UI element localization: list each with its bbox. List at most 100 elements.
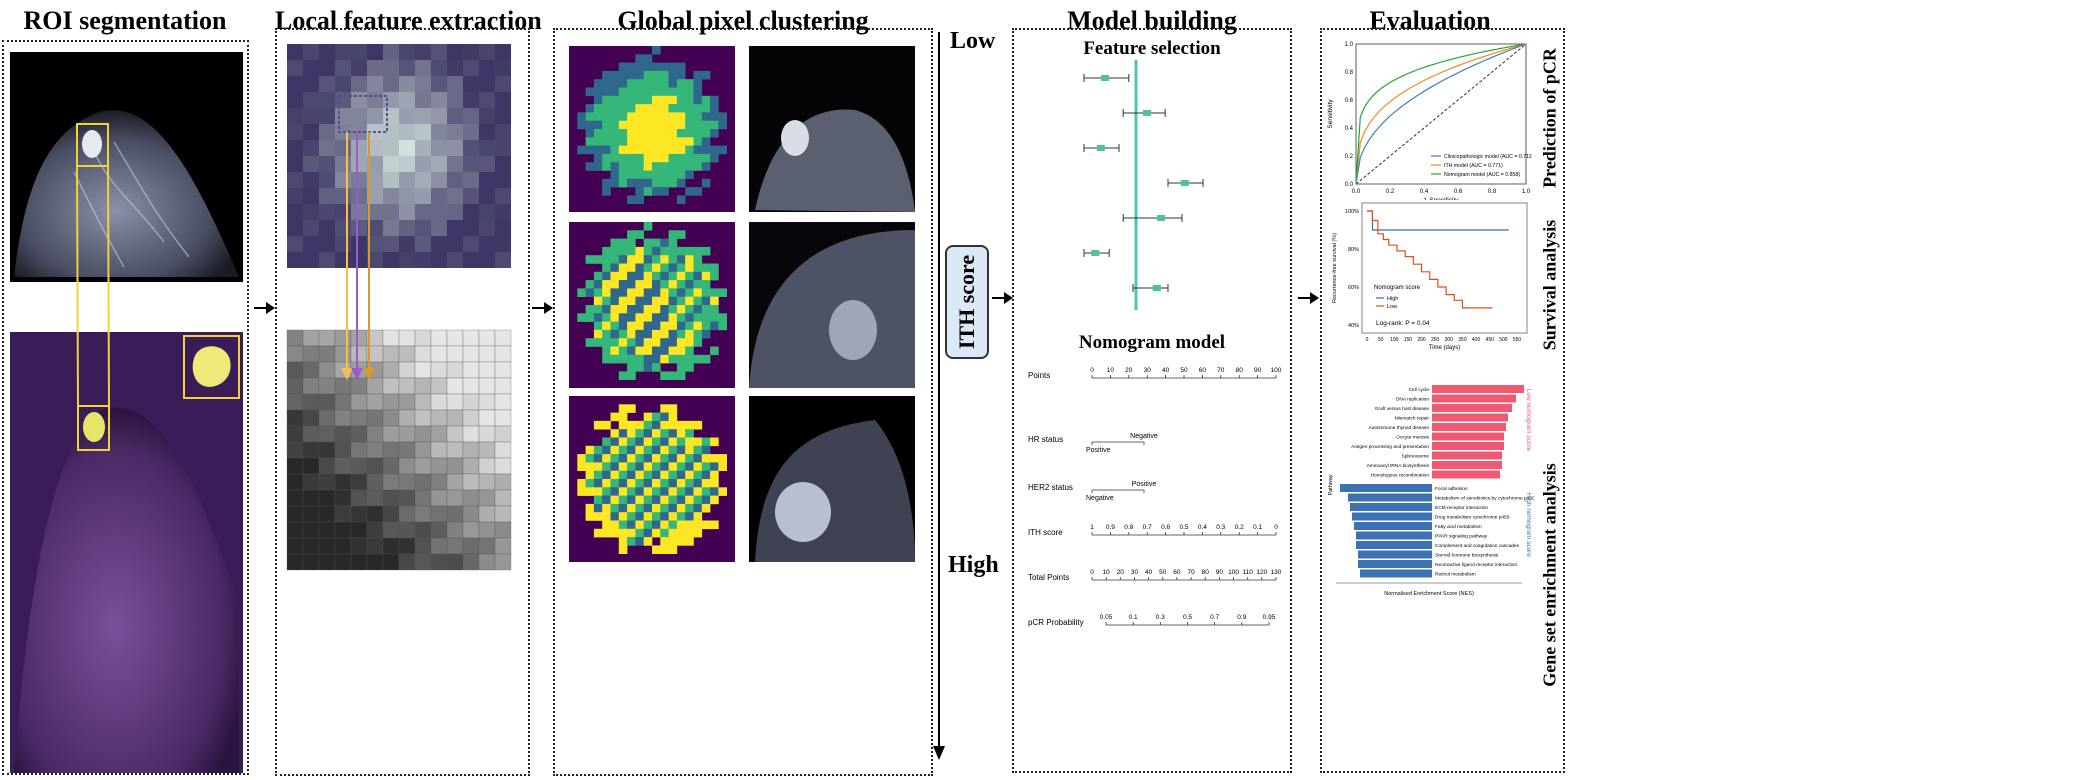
nomogram-tick-label: 80 xyxy=(1236,367,1244,374)
nomogram-tick-label: 0.7 xyxy=(1210,614,1219,621)
km-legend-title: Nomogram score xyxy=(1374,285,1421,291)
gsea-pathway-label: Complement and coagulation cascades xyxy=(1435,543,1520,549)
evaluation-panel: 0.00.0 0.2 0.2 0.4 0.4 0.6 0.6 0.8 0.8 1.0 1.0 1-Sp… xyxy=(1320,28,1565,773)
roc-y-tick: 0.0 xyxy=(1345,182,1354,188)
side-label-prediction: Prediction of pCR xyxy=(1539,48,1560,188)
nomogram-tick-label: 110 xyxy=(1243,569,1254,576)
section-title-roi: ROI segmentation xyxy=(23,6,227,35)
gsea-pathway-label: Focal adhesion xyxy=(1435,486,1468,492)
nomogram-tick-label: 60 xyxy=(1199,367,1207,374)
gsea-bar-high xyxy=(1358,550,1432,559)
breast-tissue-top xyxy=(14,110,239,277)
roc-y-tick: 0.4 xyxy=(1345,126,1354,132)
gsea-pathway-label: Metabolism of xenobiotics by cytochrome … xyxy=(1435,496,1534,502)
gsea-bar-low xyxy=(1432,451,1502,460)
nomogram-tick-label: 0.6 xyxy=(1161,524,1170,531)
km-y-tick: 60% xyxy=(1348,285,1359,291)
nomogram-tick-label: 0.3 xyxy=(1216,524,1225,531)
nomogram-tick-label: 0.5 xyxy=(1183,614,1192,621)
model-building-panel: Feature selection Nomogram model Points 0… xyxy=(1012,28,1292,773)
nomogram-tick-label: 20 xyxy=(1125,367,1133,374)
gsea-pathway-label: Steroid hormone biosynthesis xyxy=(1435,553,1499,559)
ith-score-badge: ITH score xyxy=(945,245,989,359)
nomogram-title: Nomogram model xyxy=(1078,332,1226,353)
gsea-pathway-label: Antigen processing and presentation xyxy=(1351,444,1429,450)
gsea-pathway-label: Homologous recombination xyxy=(1371,473,1430,479)
gsea-bar-high xyxy=(1356,541,1432,549)
km-x-tick: 250 xyxy=(1431,337,1440,343)
lesion-zoom xyxy=(192,346,231,387)
lesion-bottom xyxy=(83,412,105,442)
roi-panel xyxy=(2,40,249,775)
roc-y-tick: 1.0 xyxy=(1345,42,1354,48)
arrow-roi-to-local xyxy=(254,302,275,314)
gsea-pathway-label: Retinol metabolism xyxy=(1435,572,1476,578)
gsea-bar-high xyxy=(1348,493,1432,502)
roc-x-tick: 0.6 xyxy=(1454,189,1463,195)
lesion-top xyxy=(82,130,102,158)
gsea-bar-low xyxy=(1432,404,1512,412)
nomogram-tick-label: 100 xyxy=(1271,367,1282,374)
nomogram-tick-label: 0.4 xyxy=(1198,524,1207,531)
nomogram-tick-label: 80 xyxy=(1202,569,1210,576)
gsea-bar-high xyxy=(1350,503,1432,511)
gsea-bar-high xyxy=(1340,484,1432,492)
nomogram-row-label: Points xyxy=(1028,371,1050,380)
nomogram-tick-label: 0.7 xyxy=(1143,524,1152,531)
gsea-bar-high xyxy=(1358,560,1432,568)
nomogram-tick-label: 40 xyxy=(1145,569,1153,576)
nomogram-tick-label: 0.1 xyxy=(1129,614,1138,621)
nomogram-row-label: ITH score xyxy=(1028,528,1063,537)
nomogram-tick-label: 70 xyxy=(1217,367,1225,374)
forest-estimate xyxy=(1096,145,1105,151)
gsea-high-group-label: High nomogram score xyxy=(1525,493,1532,557)
nomogram-tick-label: 30 xyxy=(1144,367,1152,374)
km-x-tick: 550 xyxy=(1513,337,1522,343)
km-y-tick: 40% xyxy=(1348,323,1359,329)
nomogram-tick-label: 0.05 xyxy=(1100,614,1113,621)
side-label-survival: Survival analysis xyxy=(1539,219,1560,351)
km-x-tick: 350 xyxy=(1458,337,1467,343)
km-x-tick: 300 xyxy=(1445,337,1454,343)
roc-curve xyxy=(1355,43,1527,185)
nomogram-tick-label: 1 xyxy=(1090,524,1094,531)
section-title-local-features: Local feature extraction xyxy=(275,6,542,35)
forest-estimate xyxy=(1152,285,1161,291)
gsea-pathway-label: Drug metabolism cytochrome p450 xyxy=(1435,515,1510,521)
nomogram-tick-label: 60 xyxy=(1173,569,1181,576)
gradient-low-label: Low xyxy=(950,28,996,54)
mri-crop-3 xyxy=(749,396,915,562)
side-label-gsea: Gene set enrichment analysis xyxy=(1539,463,1560,687)
roc-y-label: Sensitivity xyxy=(1327,99,1334,129)
km-x-tick: 400 xyxy=(1472,337,1481,343)
km-plot-area xyxy=(1361,202,1528,334)
nomogram-tick-label: 130 xyxy=(1271,569,1282,576)
nomogram-tick-label: 30 xyxy=(1131,569,1139,576)
gsea-bar-low xyxy=(1432,385,1524,393)
nomogram-tick-label: 0.2 xyxy=(1235,524,1244,531)
roc-x-tick: 0.2 xyxy=(1386,189,1395,195)
gsea-bar-low xyxy=(1432,461,1502,469)
roc-legend-label: Clinicopathologic model (AUC = 0.712) xyxy=(1444,154,1532,160)
local-window xyxy=(338,95,388,133)
km-legend-label: High xyxy=(1387,296,1398,302)
local-feature-illustration xyxy=(286,44,512,571)
km-y-label: Recurrence-free survival (%) xyxy=(1332,233,1338,303)
roc-x-tick: 0.0 xyxy=(1352,189,1361,195)
breast-tissue-bottom xyxy=(14,407,239,773)
nomogram-row-label: HER2 status xyxy=(1028,483,1073,492)
km-x-tick: 200 xyxy=(1417,337,1426,343)
nomogram-level-label: Positive xyxy=(1132,481,1157,488)
forest-estimate xyxy=(1180,180,1189,186)
local-feature-panel xyxy=(275,28,530,776)
section-title-global-clustering: Global pixel clustering xyxy=(617,6,869,35)
km-x-tick: 500 xyxy=(1499,337,1508,343)
gsea-chart: Cell cycle DNA replication Graft versus ho… xyxy=(1328,385,1534,597)
arrow-ith-to-model xyxy=(992,292,1013,304)
gsea-bar-high xyxy=(1354,522,1432,530)
arrow-local-to-global xyxy=(532,302,553,314)
nomogram-tick-label: 0.8 xyxy=(1124,524,1133,531)
nomogram-row-label: Total Points xyxy=(1028,573,1069,582)
nomogram-level-label: Negative xyxy=(1130,433,1158,440)
